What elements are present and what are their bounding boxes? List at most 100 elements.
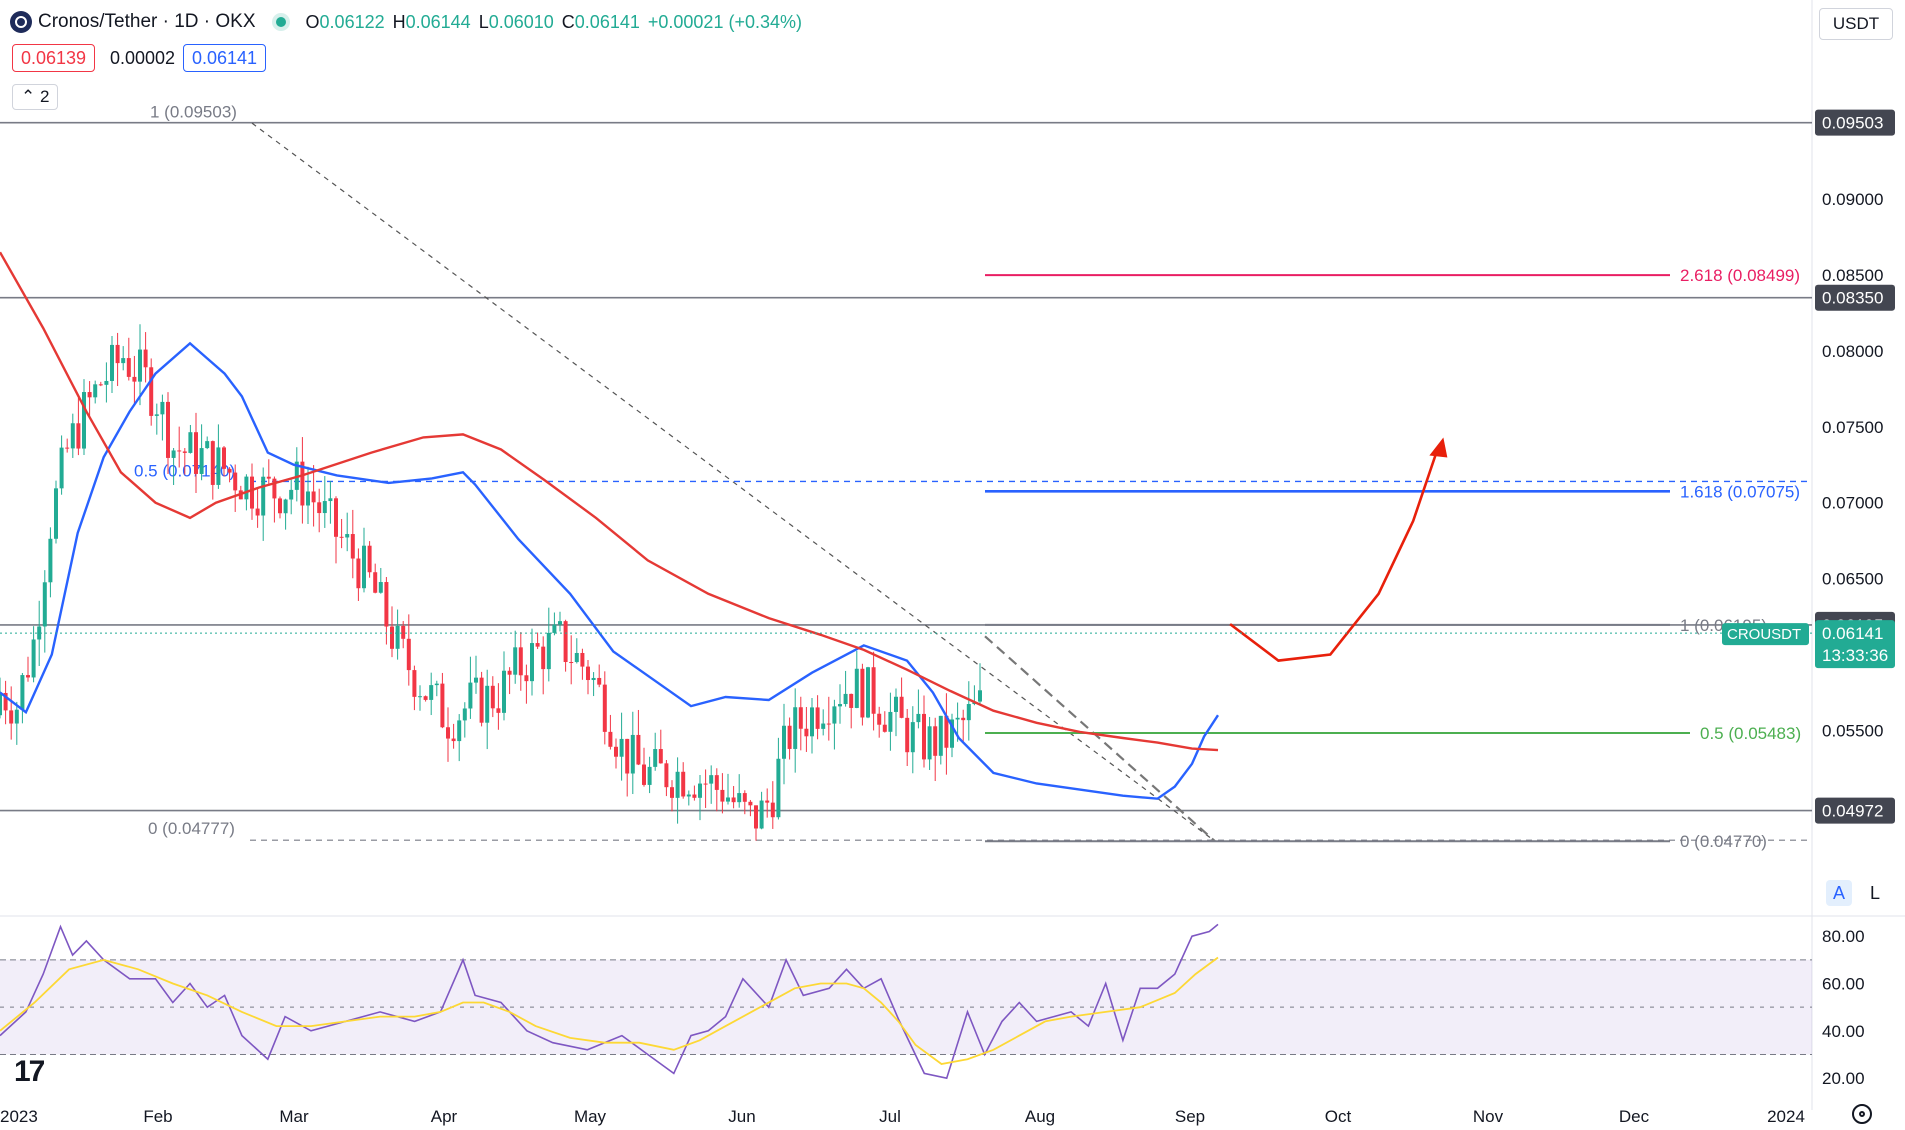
candle-body [289,489,294,500]
candle-body [860,668,865,718]
candle-body [278,498,282,514]
y-tick-label: 0.06500 [1822,570,1883,589]
price-tag-label: 0.08500 [1822,266,1883,285]
candle-body [748,801,753,806]
bid-price-button[interactable]: 0.06139 [12,44,96,72]
candle-body [160,401,165,415]
indicators-count: 2 [39,87,50,106]
candle-body [311,491,316,503]
candle-body [810,707,814,737]
candle-body [334,498,338,537]
candle-body [82,392,86,449]
candle-body [26,675,30,678]
y-tick-label: 0.08000 [1822,342,1883,361]
ohlc-values: O0.06122 H0.06144 L0.06010 C0.06141 +0.0… [306,12,802,33]
price-tag-label: 0.04972 [1822,802,1883,821]
candle-body [524,675,529,682]
candle-body [888,711,893,732]
candle-body [194,432,198,474]
low-key: L [478,11,489,32]
candle-body [658,749,663,764]
x-axis-label: May [574,1107,607,1126]
fib-ext-label-1: 1.618 (0.07075) [1680,482,1800,501]
candle-body [580,652,585,667]
candle-body [642,764,646,785]
indicators-toggle-button[interactable]: ⌃ 2 [12,84,59,110]
tradingview-logo-icon[interactable]: 17 [14,1055,45,1088]
x-axis-label: Sep [1175,1107,1205,1126]
candle-body [821,723,826,729]
x-axis-label: Dec [1619,1107,1650,1126]
candle-body [670,787,674,798]
candle-body [776,758,781,818]
x-axis-label: Aug [1025,1107,1055,1126]
candle-body [250,476,254,509]
candle-body [894,696,898,712]
projection-curve [1229,449,1439,662]
candle-body [714,775,719,790]
candle-body [356,558,361,589]
bar-countdown-label: 13:33:36 [1822,646,1888,665]
candle-body [216,447,221,485]
candle-body [636,734,641,765]
ma_fast-line [0,341,1220,800]
candle-body [535,643,540,647]
gear-icon[interactable] [1852,1104,1872,1124]
symbol-title[interactable]: Cronos/Tether · 1D · OKX [38,11,256,32]
candle-body [446,727,450,739]
y-tick-label: 0.05500 [1822,721,1883,740]
candle-body [614,746,618,757]
candle-body [423,696,428,700]
x-axis-label: 2024 [1767,1107,1805,1126]
candle-body [350,534,355,559]
price-tag-bg [1815,261,1895,288]
candle-body [434,683,439,686]
candle-body [283,499,288,514]
candle-body [367,545,372,573]
candle-body [98,384,103,386]
candle-body [205,441,210,449]
candle-body [87,392,92,398]
candle-body [261,476,266,516]
high-key: H [392,11,406,32]
ask-price-button[interactable]: 0.06141 [183,44,267,72]
log-scale-button[interactable]: L [1869,883,1880,903]
currency-select[interactable]: USDT [1819,8,1893,40]
candle-body [412,670,417,697]
candle-body [597,677,602,685]
candle-body [401,625,406,639]
candle-body [625,738,630,774]
candle-body [552,624,557,633]
candles [0,324,982,841]
candle-body [171,450,176,458]
candle-body [328,498,333,502]
candle-body [154,414,159,416]
candle-body [199,448,204,474]
candle-body [54,488,58,539]
candle-body [782,725,786,759]
auto-scale-button[interactable]: A [1826,880,1852,906]
candle-body [182,451,187,453]
candle-body [731,797,736,803]
candle-body [0,692,2,716]
candle-body [20,675,25,710]
open-key: O [305,11,320,32]
candle-body [479,677,484,723]
candle-body [978,690,982,702]
candle-body [698,783,702,798]
market-open-dot-icon [275,17,286,27]
candle-body [110,344,114,381]
candle-body [686,794,691,797]
price-tag-label: 0.08350 [1822,289,1883,308]
candle-body [877,713,882,725]
candle-body [362,545,366,589]
candle-body [143,349,148,368]
candle-body [910,722,915,753]
candle-body [244,476,249,500]
candle-body [513,647,518,675]
candle-body [339,536,344,538]
candle-body [418,696,422,698]
candle-body [843,693,848,705]
candle-body [927,726,932,760]
